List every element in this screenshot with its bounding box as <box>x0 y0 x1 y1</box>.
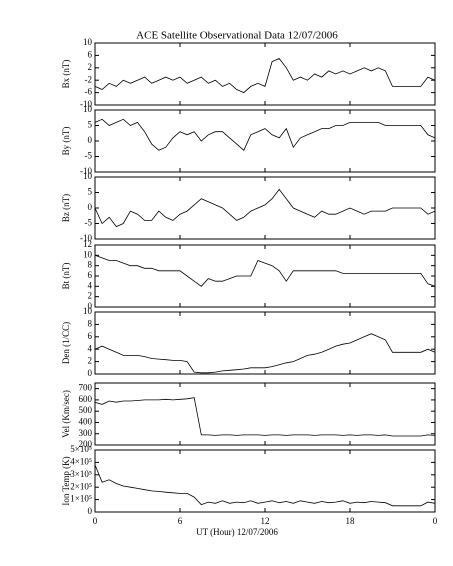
x-tick-label: 0 <box>433 516 438 526</box>
y-tick-label: 4×10⁵ <box>70 456 92 466</box>
y-tick-label: 5×10⁵ <box>70 444 92 454</box>
y-tick-label: 400 <box>79 417 93 427</box>
y-tick-label: 2 <box>88 356 93 366</box>
y-tick-label: -10 <box>80 233 92 243</box>
panel-frame <box>94 42 436 106</box>
y-axis-label: Den (1/CC) <box>61 322 71 364</box>
y-tick-label: 12 <box>83 239 92 249</box>
data-line <box>94 58 436 94</box>
y-tick-label: 0 <box>88 368 93 378</box>
y-axis-label: Ion Temp (K) <box>61 456 71 505</box>
data-line <box>94 188 436 228</box>
x-axis-label: UT (Hour) 12/07/2006 <box>196 527 278 537</box>
y-tick-label: 2 <box>88 62 93 72</box>
data-line <box>94 397 436 437</box>
panel-frame <box>94 176 436 240</box>
y-tick-label: -10 <box>80 99 92 109</box>
y-tick-label: 6 <box>88 331 93 341</box>
y-tick-label: 200 <box>79 439 93 449</box>
y-tick-label: 700 <box>79 383 93 393</box>
x-tick-label: 6 <box>178 516 183 526</box>
y-tick-label: 0 <box>88 506 93 516</box>
y-axis-label: Bx (nT) <box>61 60 71 89</box>
y-tick-label: 500 <box>79 405 93 415</box>
data-line <box>94 254 436 287</box>
y-tick-label: 3×10⁵ <box>70 469 92 479</box>
y-tick-label: 10 <box>83 249 93 259</box>
data-line <box>94 118 436 151</box>
panel-frame <box>94 244 436 308</box>
x-tick-label: 12 <box>261 516 270 526</box>
y-tick-label: 2×10⁵ <box>70 481 92 491</box>
y-axis-label: Bt (nT) <box>61 263 71 290</box>
y-tick-label: 10 <box>83 104 93 114</box>
y-tick-label: 1×10⁵ <box>70 494 92 504</box>
y-tick-label: 300 <box>79 428 93 438</box>
data-line <box>94 333 436 374</box>
chart-title: ACE Satellite Observational Data 12/07/2… <box>136 30 338 42</box>
x-tick-label: 0 <box>93 516 98 526</box>
x-tick-label: 18 <box>346 516 356 526</box>
y-tick-label: 0 <box>88 202 93 212</box>
y-tick-label: -2 <box>85 74 93 84</box>
y-tick-label: 6 <box>88 270 93 280</box>
panel-frame <box>94 109 436 173</box>
y-tick-label: 8 <box>88 260 93 270</box>
data-line <box>94 464 436 507</box>
y-tick-label: 6 <box>88 49 93 59</box>
y-tick-label: 4 <box>88 343 93 353</box>
y-tick-label: 5 <box>88 120 93 130</box>
y-tick-label: 0 <box>88 301 93 311</box>
y-tick-label: 10 <box>83 171 93 181</box>
y-tick-label: 600 <box>79 394 93 404</box>
y-tick-label: -6 <box>85 87 93 97</box>
y-tick-label: 4 <box>88 280 93 290</box>
panel-frame <box>94 311 436 375</box>
y-axis-label: Bz (nT) <box>61 194 71 222</box>
y-tick-label: 5 <box>88 187 93 197</box>
y-tick-label: 8 <box>88 318 93 328</box>
y-tick-label: -5 <box>85 151 93 161</box>
y-tick-label: 10 <box>83 37 93 47</box>
y-axis-label: By (nT) <box>61 127 71 156</box>
y-tick-label: 2 <box>88 291 93 301</box>
y-tick-label: 0 <box>88 135 93 145</box>
y-tick-label: 10 <box>83 306 93 316</box>
y-tick-label: -5 <box>85 218 93 228</box>
y-axis-label: Vel (Km/sec) <box>61 390 71 438</box>
y-tick-label: -10 <box>80 166 92 176</box>
